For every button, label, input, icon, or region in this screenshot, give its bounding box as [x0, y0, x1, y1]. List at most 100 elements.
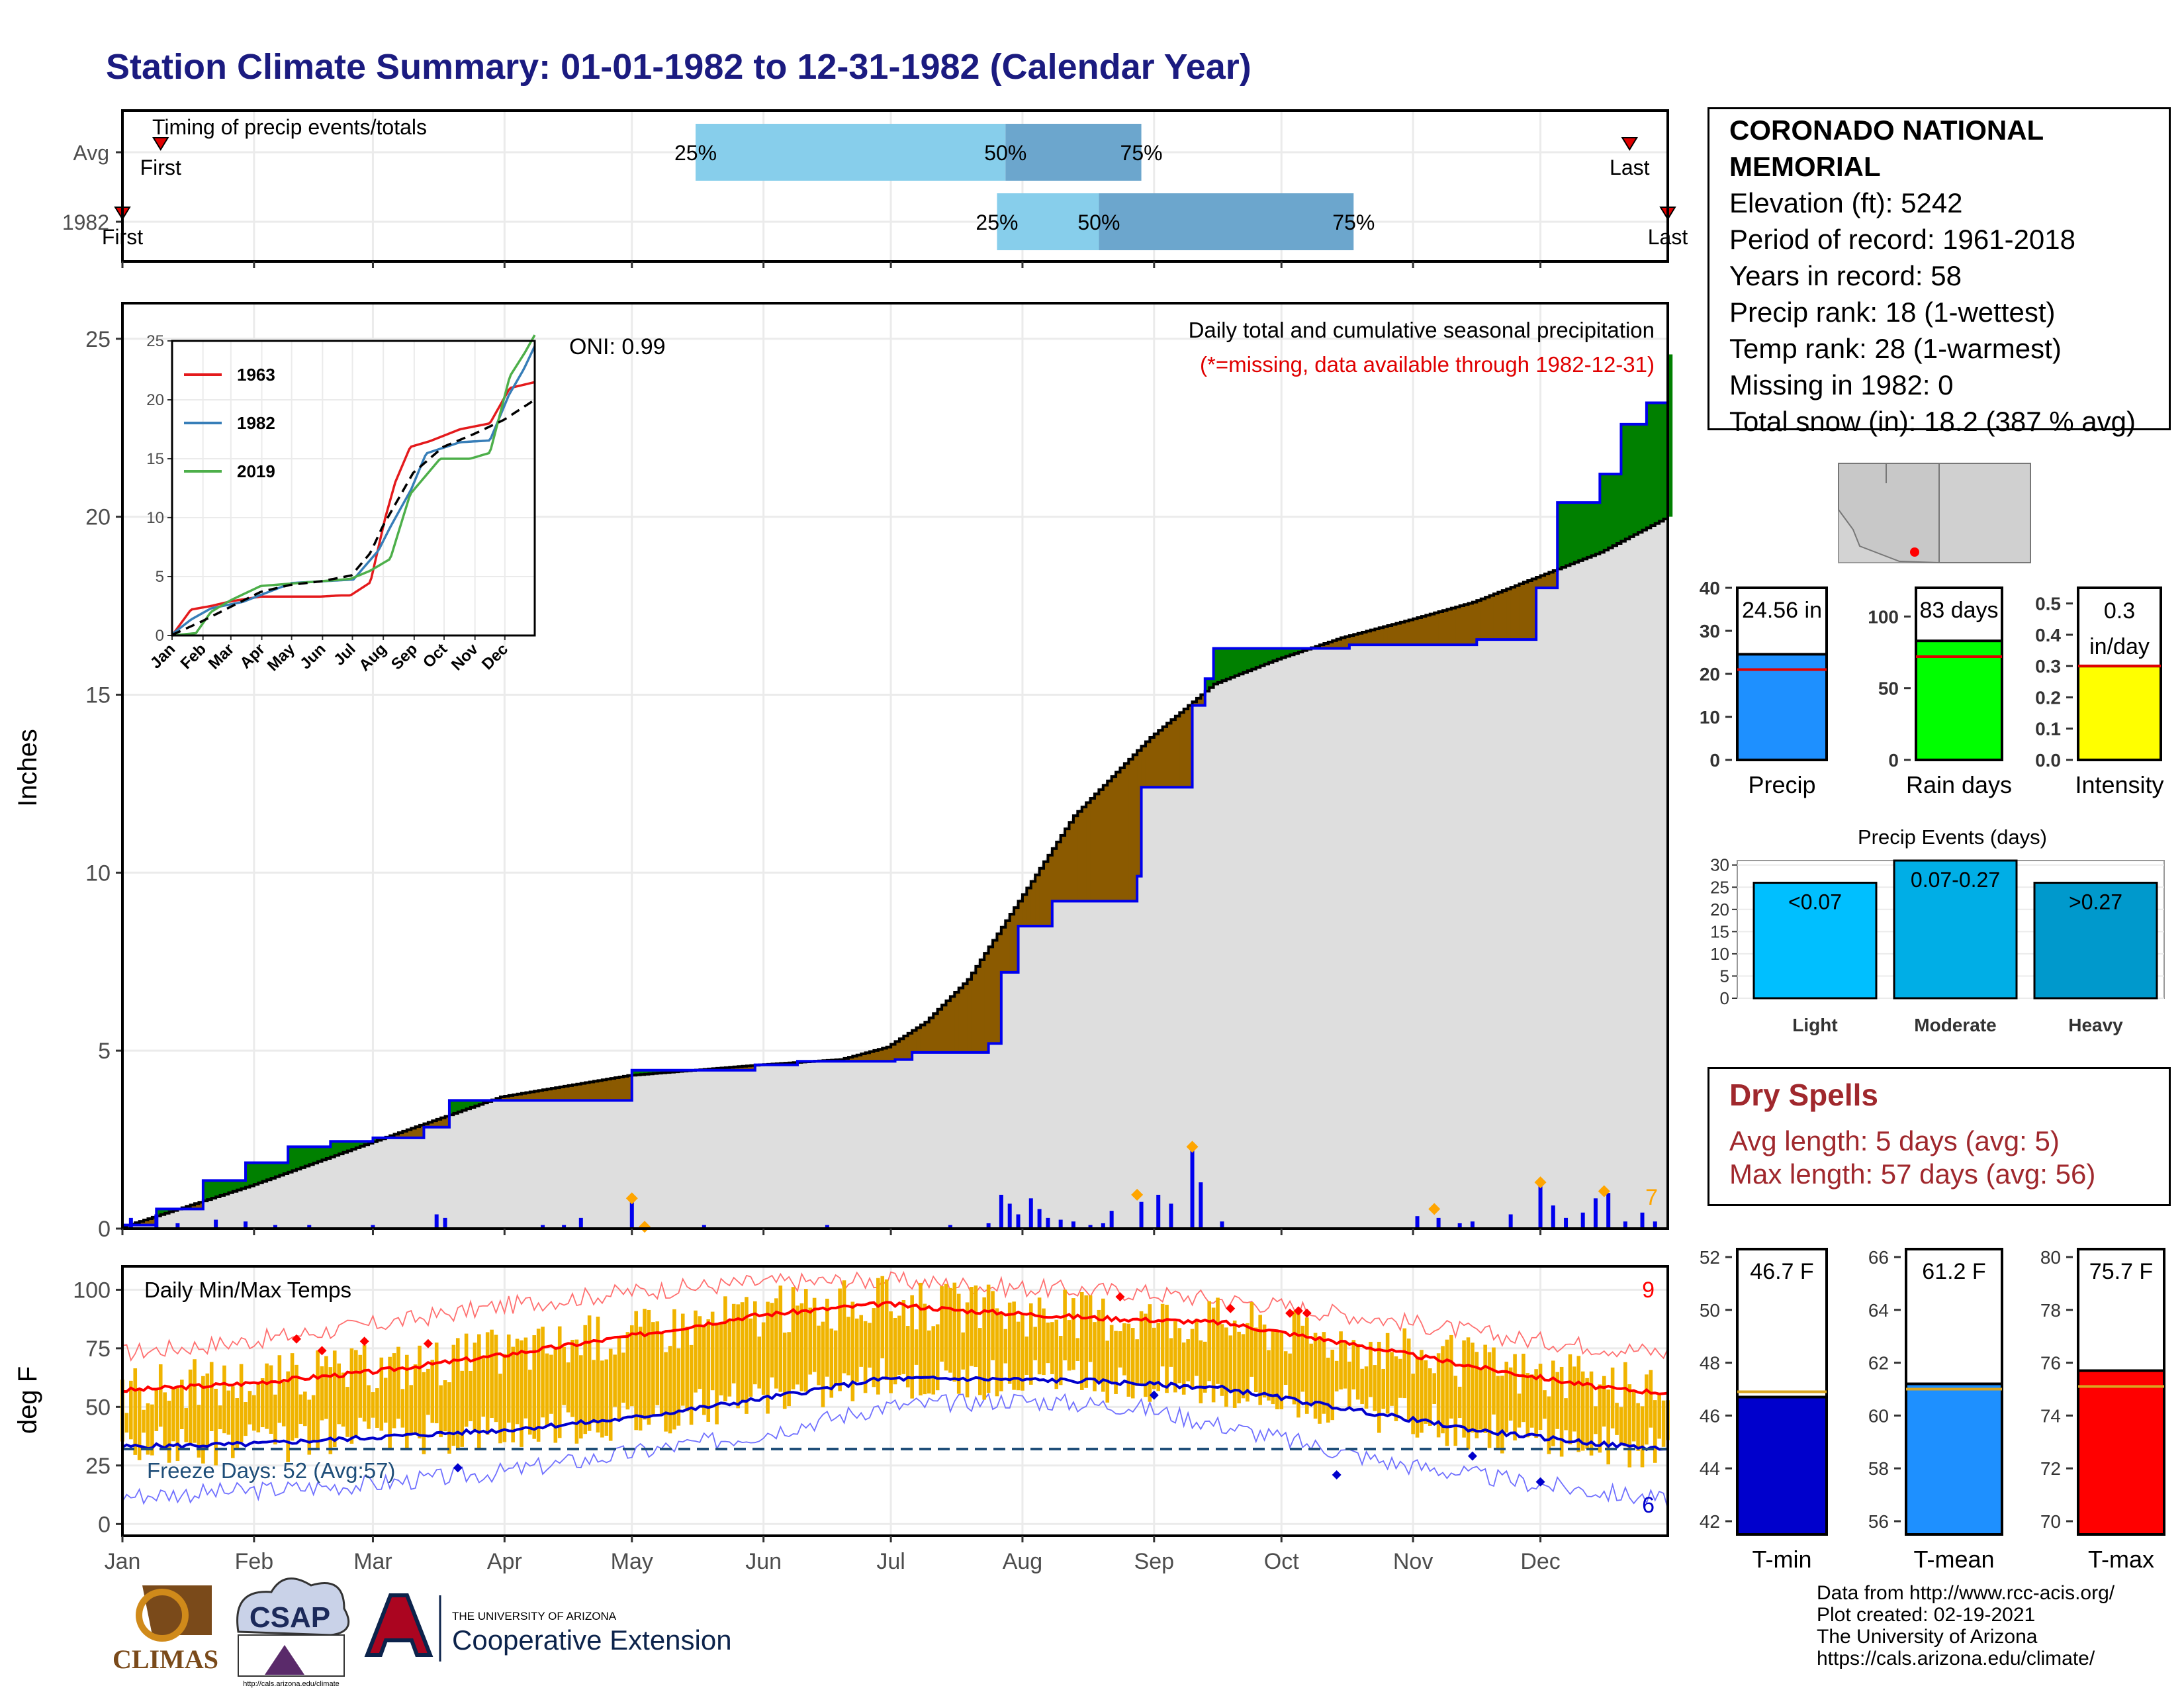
summary-y-tick-label: 0 — [1888, 750, 1899, 771]
daily-temp-range-bar — [171, 1388, 175, 1442]
location-map — [1838, 463, 2031, 564]
daily-precip-bar — [1640, 1212, 1645, 1229]
departure-band — [139, 1221, 144, 1225]
daily-temp-range-bar — [1224, 1327, 1228, 1407]
daily-temp-range-bar — [1322, 1332, 1326, 1414]
daily-temp-range-bar — [477, 1334, 481, 1450]
departure-band — [1005, 920, 1011, 972]
summary-y-tick-label: 0.1 — [2035, 719, 2061, 739]
departure-band — [347, 1141, 353, 1151]
daily-temp-range-bar — [1504, 1362, 1509, 1433]
daily-temp-range-bar — [1190, 1329, 1195, 1388]
departure-band — [1120, 767, 1125, 902]
daily-precip-bar — [244, 1221, 248, 1229]
daily-temp-range-bar — [413, 1364, 418, 1435]
summary-y-tick-label: 100 — [1868, 606, 1899, 627]
daily-temp-range-bar — [833, 1330, 838, 1384]
daily-temp-range-bar — [277, 1355, 282, 1423]
departure-band — [623, 1076, 629, 1101]
daily-temp-range-bar — [1640, 1406, 1645, 1468]
departure-band — [580, 1083, 586, 1101]
departure-band — [1519, 584, 1524, 640]
events-y-tick-label: 30 — [1710, 855, 1729, 875]
departure-band — [1226, 648, 1232, 679]
departure-band — [169, 1209, 174, 1212]
daily-temp-range-bar — [1390, 1352, 1394, 1406]
departure-band — [330, 1141, 336, 1157]
departure-band — [1523, 582, 1529, 640]
departure-band — [237, 1180, 242, 1190]
departure-band — [1222, 648, 1227, 681]
daily-temp-range-bar — [1441, 1346, 1445, 1434]
daily-temp-range-bar — [1398, 1358, 1402, 1398]
daily-temp-range-bar — [731, 1303, 736, 1383]
extreme-precip-marker — [1598, 1185, 1610, 1197]
extreme-precip-marker — [1534, 1176, 1547, 1189]
daily-precip-bar — [1190, 1147, 1195, 1229]
record-high-marker — [1302, 1308, 1312, 1318]
daily-temp-range-bar — [974, 1285, 978, 1368]
departure-band — [958, 988, 964, 1053]
departure-band — [585, 1082, 590, 1101]
departure-band — [1443, 610, 1448, 645]
departure-band — [856, 1055, 862, 1062]
daily-temp-range-bar — [982, 1297, 987, 1400]
daily-temp-range-bar — [388, 1356, 392, 1449]
daily-temp-range-bar — [1576, 1356, 1581, 1452]
daily-temp-range-bar — [379, 1357, 384, 1431]
daily-temp-range-bar — [796, 1305, 799, 1385]
daily-precip-bar — [1580, 1212, 1585, 1229]
daily-temp-range-bar — [872, 1308, 876, 1387]
departure-band — [1035, 874, 1040, 926]
departure-band — [920, 1025, 926, 1053]
daily-temp-range-bar — [1406, 1338, 1411, 1420]
daily-precip-bar — [1508, 1214, 1513, 1229]
daily-temp-range-bar — [647, 1309, 651, 1425]
departure-band — [1345, 636, 1350, 649]
departure-band — [432, 1121, 437, 1127]
daily-temp-range-bar — [290, 1353, 295, 1441]
departure-band — [950, 996, 956, 1053]
departure-band — [1167, 723, 1172, 788]
daily-temp-range-bar — [1024, 1336, 1029, 1376]
departure-band — [228, 1180, 234, 1193]
daily-temp-range-bar — [727, 1321, 732, 1397]
departure-band — [899, 1039, 905, 1060]
timing-percent-label: 50% — [1077, 211, 1120, 234]
departure-band — [1056, 841, 1062, 902]
daily-temp-range-bar — [787, 1332, 791, 1407]
daily-temp-range-bar — [774, 1298, 778, 1389]
departure-band — [1014, 908, 1019, 972]
daily-temp-range-bar — [1160, 1303, 1165, 1367]
temps-y-axis-label: deg F — [13, 1366, 42, 1434]
dry-spells-title: Dry Spells — [1729, 1078, 1878, 1112]
departure-band — [1209, 679, 1214, 688]
daily-temp-range-bar — [803, 1289, 808, 1392]
daily-precip-bar — [1139, 1201, 1144, 1229]
daily-temp-range-bar — [753, 1301, 757, 1385]
record-low-marker — [1149, 1390, 1159, 1400]
extreme-precip-marker — [625, 1192, 638, 1205]
daily-temp-range-bar — [545, 1353, 549, 1427]
daily-temp-range-bar — [919, 1282, 923, 1395]
daily-temp-range-bar — [1496, 1376, 1500, 1448]
departure-band — [1171, 720, 1176, 788]
summary-y-tick-label: 66 — [1868, 1247, 1889, 1268]
departure-band — [534, 1091, 539, 1101]
departure-band — [916, 1027, 921, 1053]
temps-x-tick-label: Nov — [1393, 1549, 1433, 1574]
departure-band — [232, 1180, 238, 1192]
daily-temp-range-bar — [1054, 1319, 1059, 1389]
daily-temp-range-bar — [498, 1374, 502, 1444]
inset-legend-label: 1963 — [237, 365, 275, 385]
timing-percent-label: 25% — [674, 141, 717, 165]
daily-temp-range-bar — [625, 1332, 630, 1410]
summary-y-tick-label: 48 — [1700, 1353, 1720, 1374]
daily-temp-range-bar — [1007, 1302, 1012, 1384]
departure-band — [1413, 618, 1418, 645]
station-period: Period of record: 1961-2018 — [1729, 224, 2076, 255]
daily-temp-range-bar — [948, 1288, 952, 1373]
daily-temp-range-bar — [770, 1303, 774, 1378]
departure-band — [967, 979, 972, 1053]
daily-temp-range-bar — [260, 1378, 265, 1428]
